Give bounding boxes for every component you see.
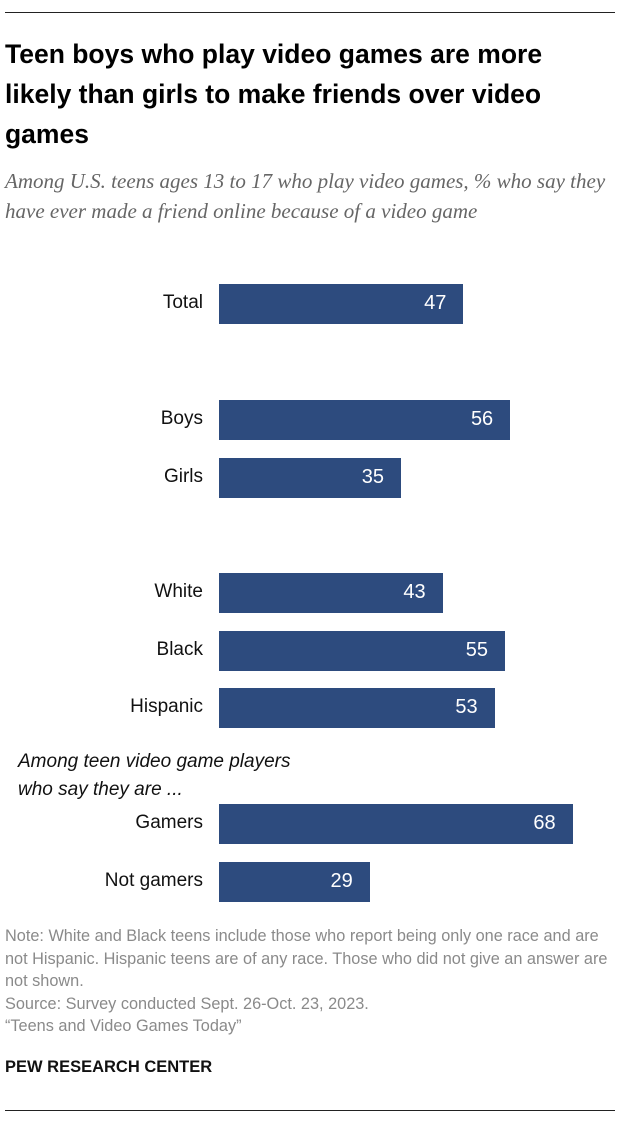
category-label: Not gamers	[104, 870, 203, 891]
bar	[219, 862, 370, 902]
value-label: 35	[361, 466, 384, 488]
chart-subtitle: Among U.S. teens ages 13 to 17 who play …	[5, 169, 606, 223]
category-label: Gamers	[135, 812, 203, 833]
category-label: Hispanic	[130, 696, 203, 717]
value-label: 55	[465, 639, 488, 661]
value-label: 68	[533, 812, 556, 834]
category-label: Black	[156, 639, 203, 660]
footer: PEW RESEARCH CENTER	[5, 1058, 213, 1076]
bar	[219, 400, 511, 440]
notes: Note: White and Black teens include thos…	[5, 925, 615, 1038]
chart-title: Teen boys who play video games are more …	[5, 39, 543, 149]
value-label: 53	[455, 696, 478, 718]
top-rule	[5, 12, 615, 13]
annotation: Among teen video game players who say th…	[18, 751, 291, 800]
source: Source: Survey conducted Sept. 26-Oct. 2…	[5, 994, 369, 1013]
value-label: 56	[470, 408, 494, 430]
category-label: Total	[162, 292, 203, 313]
bar	[219, 631, 505, 671]
bar	[219, 804, 573, 844]
bar	[219, 458, 401, 498]
bar	[219, 284, 464, 324]
category-label: Boys	[160, 408, 203, 429]
category-label: White	[154, 581, 203, 602]
category-label: Girls	[163, 466, 203, 487]
source: “Teens and Video Games Today”	[5, 1017, 242, 1035]
value-label: 43	[403, 581, 426, 603]
value-label: 29	[330, 870, 353, 892]
value-label: 47	[424, 292, 447, 314]
bottom-rule	[5, 1110, 615, 1111]
bar	[219, 688, 495, 728]
note: Note: White and Black teens include thos…	[5, 927, 608, 990]
bar	[219, 573, 443, 613]
